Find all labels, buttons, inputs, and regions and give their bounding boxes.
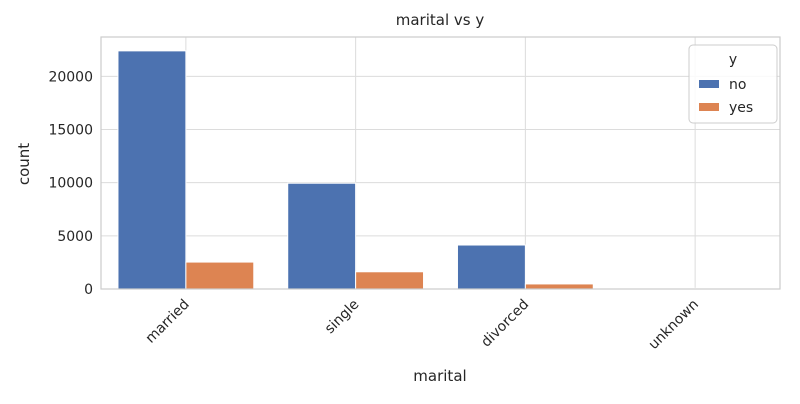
y-tick-label: 20000: [48, 69, 93, 85]
gridlines: [101, 37, 780, 289]
bar-no-single: [288, 183, 356, 289]
y-tick-label: 10000: [48, 176, 93, 192]
x-tick-label: divorced: [478, 297, 532, 351]
x-tick-label: married: [143, 297, 193, 347]
bar-no-divorced: [457, 245, 525, 289]
bar-yes-married: [186, 262, 254, 289]
bar-no-married: [118, 51, 186, 289]
bar-yes-single: [356, 272, 424, 289]
y-axis-label: count: [15, 143, 33, 185]
x-tick-label: single: [322, 297, 363, 338]
x-axis-label: marital: [413, 367, 466, 385]
y-tick-label: 15000: [48, 123, 93, 139]
legend-swatch-yes: [699, 103, 719, 111]
legend-swatch-no: [699, 80, 719, 88]
plot-area: [101, 37, 780, 289]
legend-title: y: [729, 52, 737, 68]
legend-label-no: no: [729, 77, 746, 93]
legend-label-yes: yes: [729, 100, 753, 116]
legend: y no yes: [689, 45, 777, 123]
y-tick-label: 5000: [57, 229, 93, 245]
chart-title: marital vs y: [396, 11, 485, 29]
bar-yes-divorced: [525, 284, 593, 289]
x-tick-label: unknown: [646, 297, 702, 353]
y-tick-label: 0: [84, 282, 93, 298]
